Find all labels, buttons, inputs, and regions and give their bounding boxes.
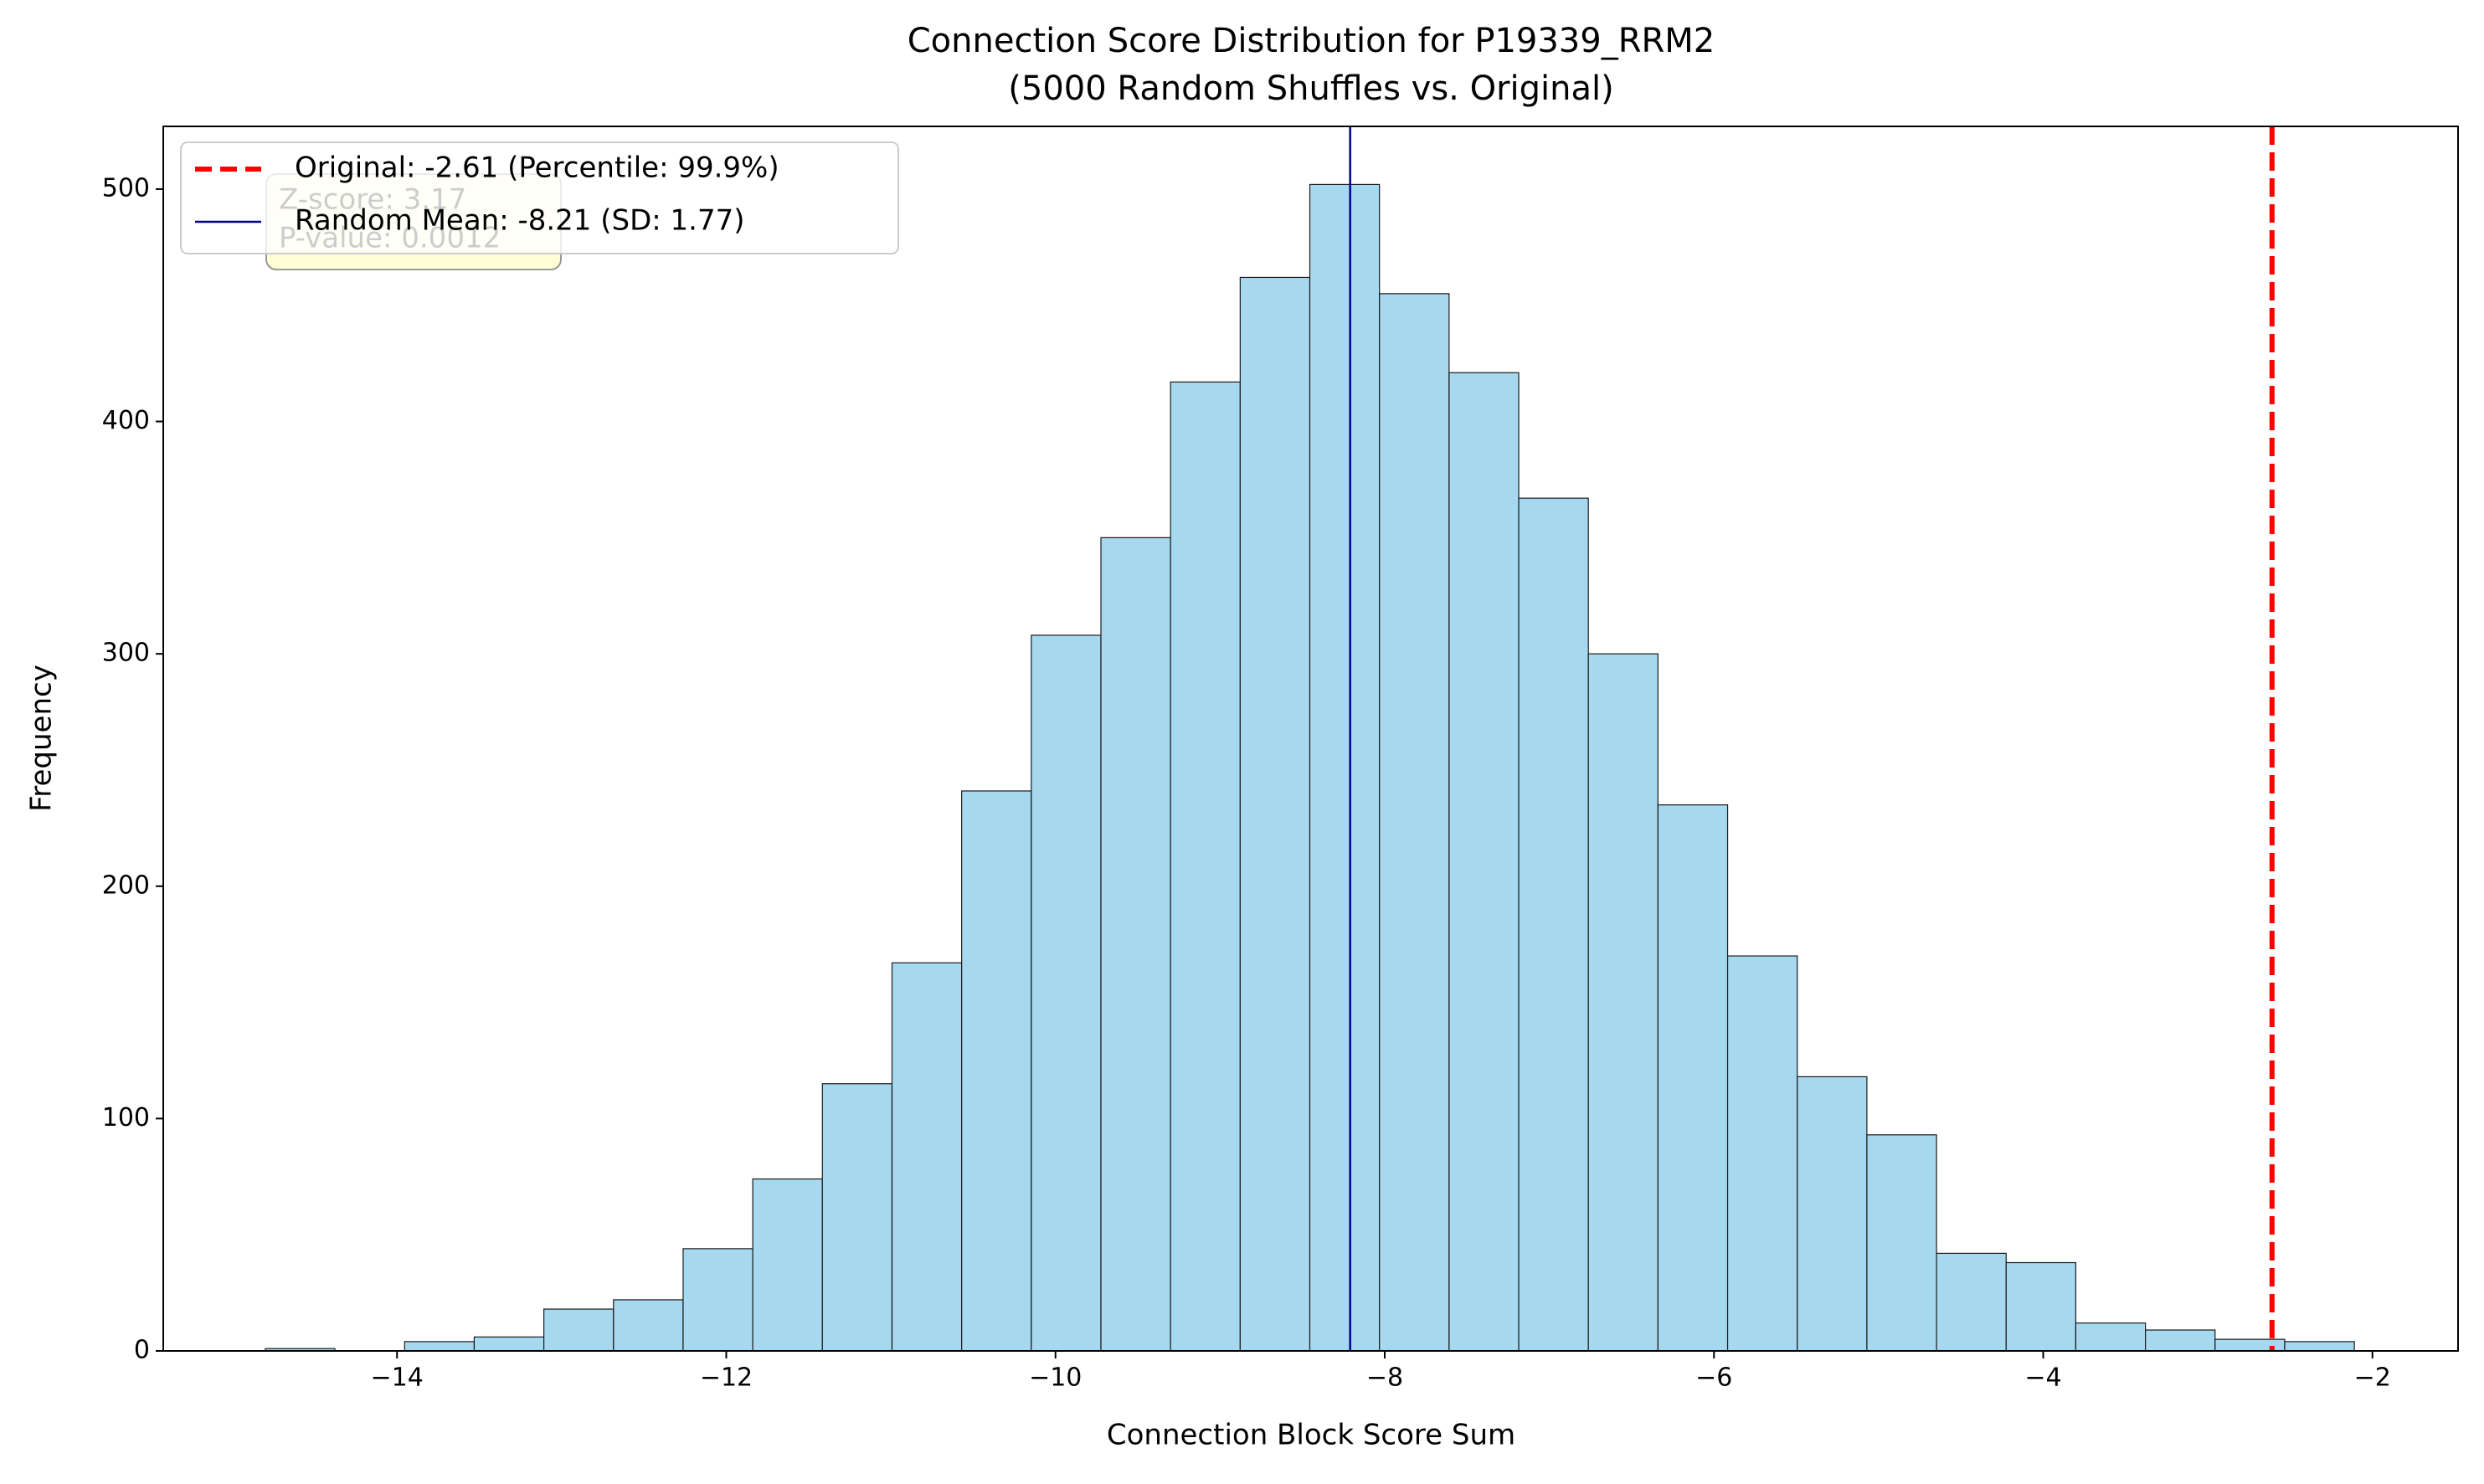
y-tick-label: 400 (102, 406, 150, 435)
histogram-bar (473, 1336, 545, 1352)
histogram-bar (752, 1178, 823, 1352)
histogram-bar (682, 1248, 753, 1352)
histogram-bar (891, 962, 963, 1352)
y-tick-label: 300 (102, 639, 150, 668)
legend-label: Random Mean: -8.21 (SD: 1.77) (295, 204, 745, 238)
histogram-bar (1936, 1252, 2007, 1352)
histogram-bar (1170, 381, 1241, 1352)
plot-frame (162, 126, 2459, 1352)
y-tick-label: 0 (134, 1336, 150, 1365)
histogram-bar (2075, 1322, 2147, 1352)
chart-subtitle: (5000 Random Shuffles vs. Original) (1008, 69, 1613, 108)
histogram-bar (1866, 1134, 1937, 1352)
legend-label: Original: -2.61 (Percentile: 99.9%) (295, 151, 779, 185)
x-tick-label: −10 (1029, 1363, 1082, 1393)
histogram-bar (1379, 293, 1450, 1352)
histogram-bar (1100, 537, 1171, 1352)
histogram-bar (1031, 634, 1102, 1352)
x-tick-label: −4 (2024, 1363, 2061, 1393)
y-tick-label: 100 (102, 1103, 150, 1132)
histogram-bar (821, 1083, 893, 1352)
histogram-bar (1239, 276, 1311, 1352)
histogram-bar (1726, 955, 1798, 1352)
legend-box (180, 141, 899, 254)
y-axis-label: Frequency (25, 665, 59, 812)
histogram-bar (1797, 1076, 1868, 1352)
x-tick-label: −14 (371, 1363, 424, 1393)
x-tick-label: −12 (700, 1363, 753, 1393)
histogram-bar (1587, 653, 1659, 1352)
x-tick-label: −6 (1695, 1363, 1732, 1393)
histogram-bar (404, 1341, 476, 1352)
histogram-bar (2005, 1261, 2077, 1352)
x-axis-label: Connection Block Score Sum (1107, 1419, 1515, 1452)
chart-title: Connection Score Distribution for P19339… (908, 22, 1715, 60)
histogram-bar (1448, 372, 1520, 1352)
histogram-bar (1309, 183, 1381, 1352)
histogram-bar (543, 1308, 615, 1352)
histogram-bar (2284, 1341, 2355, 1352)
histogram-bar (1657, 804, 1729, 1352)
histogram-bar (1518, 497, 1589, 1352)
x-tick-label: −8 (1366, 1363, 1403, 1393)
x-tick-label: −2 (2354, 1363, 2391, 1393)
histogram-bar (961, 790, 1032, 1352)
y-tick-label: 500 (102, 173, 150, 203)
histogram-bar (613, 1299, 684, 1352)
y-tick-label: 200 (102, 870, 150, 900)
histogram-bar (2145, 1329, 2216, 1352)
